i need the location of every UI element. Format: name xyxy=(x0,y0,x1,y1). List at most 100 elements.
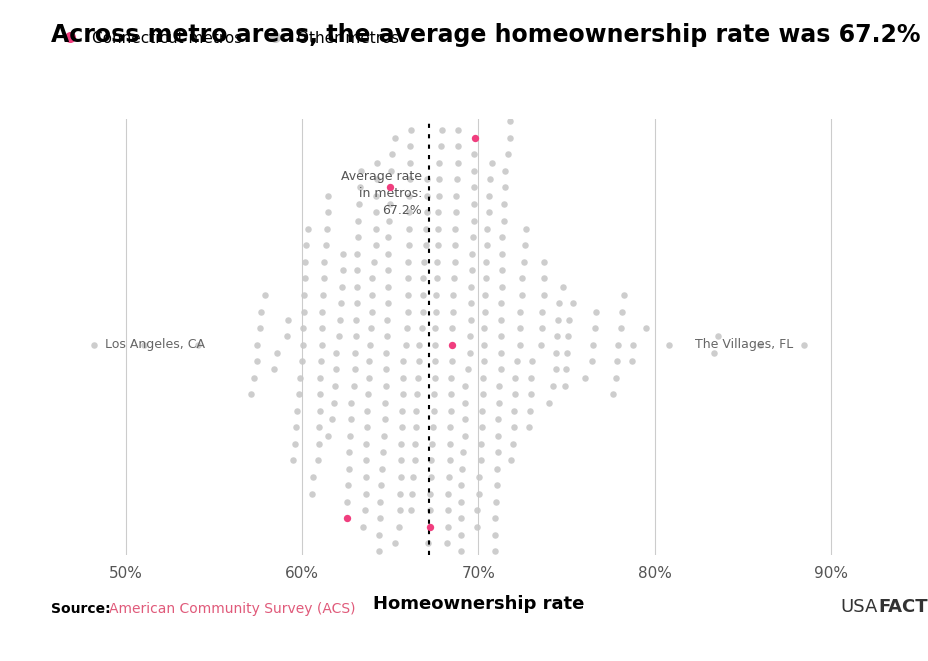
Point xyxy=(474,406,489,416)
Point xyxy=(305,472,320,483)
Point xyxy=(477,306,492,317)
Point xyxy=(387,132,402,143)
Point xyxy=(467,182,482,193)
Point xyxy=(447,256,462,267)
Point xyxy=(534,323,548,333)
Point xyxy=(502,132,517,143)
Point xyxy=(402,207,417,217)
Point xyxy=(400,306,415,317)
Point xyxy=(512,306,527,317)
Point xyxy=(489,480,504,490)
Point xyxy=(453,496,468,507)
Point xyxy=(452,42,467,52)
Point xyxy=(451,58,466,69)
Point xyxy=(434,108,449,118)
Point xyxy=(320,207,335,217)
Point xyxy=(427,356,442,366)
Point xyxy=(327,397,342,408)
Point xyxy=(349,282,364,292)
Point xyxy=(487,529,502,540)
Point xyxy=(419,571,434,582)
Point xyxy=(368,223,383,234)
Point xyxy=(447,223,462,234)
Point xyxy=(661,339,676,350)
Point xyxy=(357,505,372,516)
Point xyxy=(467,149,482,159)
Point xyxy=(455,463,470,474)
Point xyxy=(382,182,397,193)
Point xyxy=(448,207,463,217)
Text: The Villages, FL: The Villages, FL xyxy=(695,338,793,351)
Point xyxy=(473,439,488,449)
Point xyxy=(257,290,272,300)
Point xyxy=(403,141,418,151)
Point xyxy=(479,256,494,267)
Point xyxy=(426,406,441,416)
Point xyxy=(393,488,407,499)
Point xyxy=(394,406,409,416)
Point xyxy=(420,538,435,549)
Point xyxy=(384,149,399,159)
Point xyxy=(493,331,508,342)
Point xyxy=(312,439,327,449)
Point xyxy=(380,232,395,243)
Point xyxy=(395,372,410,383)
Point xyxy=(136,339,151,350)
Point xyxy=(407,439,422,449)
Point xyxy=(304,488,319,499)
Point xyxy=(295,339,310,350)
Point xyxy=(455,447,470,457)
Point xyxy=(550,315,565,325)
Point xyxy=(401,256,416,267)
Point xyxy=(402,190,417,201)
Point xyxy=(445,339,459,350)
Point xyxy=(509,356,524,366)
Point xyxy=(500,149,515,159)
Point xyxy=(439,538,454,549)
Point xyxy=(419,240,433,251)
Point xyxy=(496,199,511,210)
Point xyxy=(405,472,419,483)
Point xyxy=(415,273,430,284)
Point xyxy=(316,273,331,284)
Point xyxy=(334,282,349,292)
Point xyxy=(490,430,505,441)
Point xyxy=(329,348,343,358)
Point xyxy=(379,348,393,358)
Point xyxy=(249,356,264,366)
Point xyxy=(253,306,268,317)
Point xyxy=(404,505,419,516)
Point xyxy=(490,447,505,457)
Point xyxy=(445,306,460,317)
Point xyxy=(445,290,460,300)
Point xyxy=(395,356,410,366)
Text: USA: USA xyxy=(840,598,877,616)
Point xyxy=(545,381,560,391)
Point xyxy=(292,372,307,383)
Point xyxy=(394,422,409,433)
Point xyxy=(380,315,394,325)
Point xyxy=(493,364,508,375)
Point xyxy=(476,339,491,350)
Point xyxy=(478,273,493,284)
Point xyxy=(505,439,520,449)
Point xyxy=(349,315,364,325)
Point xyxy=(616,290,631,300)
Point xyxy=(441,472,456,483)
Point xyxy=(298,240,313,251)
Point xyxy=(450,141,465,151)
Point xyxy=(343,397,358,408)
Point xyxy=(450,157,465,168)
Point xyxy=(368,240,383,251)
Point xyxy=(432,141,447,151)
Point xyxy=(503,455,518,466)
Point xyxy=(462,348,477,358)
Point xyxy=(380,215,395,226)
Point xyxy=(429,290,444,300)
Point xyxy=(285,455,300,466)
Point xyxy=(402,157,417,168)
Point xyxy=(372,513,387,524)
Point xyxy=(638,323,652,333)
Point xyxy=(444,372,458,383)
Point xyxy=(380,298,394,309)
